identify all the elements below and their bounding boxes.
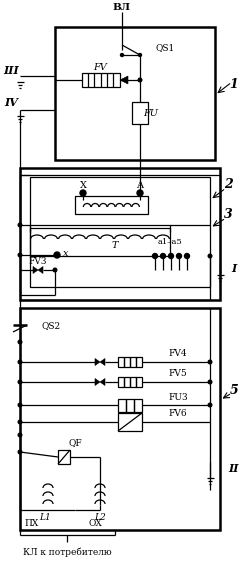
Bar — [130, 357, 136, 367]
Polygon shape — [95, 359, 100, 366]
Circle shape — [54, 252, 60, 258]
Text: FV6: FV6 — [169, 410, 187, 419]
Text: FU: FU — [143, 108, 159, 118]
Text: A: A — [136, 180, 143, 189]
Polygon shape — [95, 379, 100, 385]
Bar — [58, 450, 70, 464]
Circle shape — [177, 254, 182, 259]
Text: X: X — [79, 180, 86, 189]
Circle shape — [138, 78, 142, 82]
Circle shape — [18, 340, 22, 344]
Text: ВЛ: ВЛ — [113, 3, 131, 12]
Text: FV3: FV3 — [29, 258, 47, 267]
Circle shape — [185, 254, 189, 259]
Text: T: T — [112, 241, 118, 250]
Bar — [30, 228, 170, 256]
Bar — [126, 399, 134, 412]
Bar — [55, 27, 215, 160]
Polygon shape — [100, 359, 105, 366]
Text: QS2: QS2 — [42, 321, 61, 331]
Circle shape — [161, 254, 166, 259]
Text: FV: FV — [93, 63, 107, 72]
Text: L1: L1 — [39, 512, 51, 521]
Bar — [124, 377, 130, 387]
Bar — [132, 102, 148, 124]
Polygon shape — [120, 76, 128, 84]
Circle shape — [18, 420, 22, 424]
Circle shape — [137, 190, 143, 196]
Circle shape — [18, 223, 22, 227]
Circle shape — [18, 450, 22, 454]
Text: ОX: ОX — [88, 519, 102, 528]
Text: 2: 2 — [224, 179, 232, 192]
Circle shape — [208, 360, 212, 364]
Circle shape — [152, 254, 158, 259]
Bar — [118, 399, 126, 412]
Bar — [130, 377, 136, 387]
Circle shape — [121, 54, 124, 56]
Text: 1: 1 — [230, 79, 238, 92]
Text: I: I — [231, 263, 237, 273]
Bar — [30, 177, 210, 287]
Text: QS1: QS1 — [155, 44, 174, 53]
Bar — [20, 308, 220, 530]
Text: II: II — [229, 463, 239, 473]
Circle shape — [138, 54, 141, 56]
Circle shape — [80, 190, 86, 196]
Bar — [118, 377, 124, 387]
Polygon shape — [38, 267, 43, 273]
Bar — [124, 357, 130, 367]
Text: a1–a5: a1–a5 — [158, 238, 182, 246]
Text: IV: IV — [4, 98, 18, 108]
Bar — [20, 168, 220, 300]
Polygon shape — [100, 379, 105, 385]
Text: 3: 3 — [224, 208, 232, 221]
Circle shape — [208, 403, 212, 407]
Circle shape — [208, 254, 212, 258]
Text: 5: 5 — [230, 384, 238, 397]
Circle shape — [18, 253, 22, 257]
Circle shape — [18, 433, 22, 437]
Text: III: III — [3, 64, 19, 76]
Bar — [82, 73, 120, 87]
Text: x: x — [63, 249, 68, 258]
Bar — [136, 357, 142, 367]
Circle shape — [18, 380, 22, 384]
Text: ПX: ПX — [25, 519, 39, 528]
Bar — [118, 413, 142, 431]
Circle shape — [169, 254, 174, 259]
Text: L2: L2 — [94, 512, 106, 521]
Bar — [134, 399, 142, 412]
Circle shape — [208, 380, 212, 384]
Text: FV4: FV4 — [169, 350, 187, 359]
Text: FV5: FV5 — [169, 370, 187, 379]
Bar — [75, 196, 148, 214]
Bar — [118, 357, 124, 367]
Circle shape — [53, 268, 57, 272]
Circle shape — [18, 403, 22, 407]
Bar — [136, 377, 142, 387]
Polygon shape — [33, 267, 38, 273]
Circle shape — [18, 360, 22, 364]
Text: QF: QF — [68, 438, 82, 447]
Text: КЛ к потребителю: КЛ к потребителю — [23, 547, 111, 557]
Text: FU3: FU3 — [168, 393, 188, 402]
